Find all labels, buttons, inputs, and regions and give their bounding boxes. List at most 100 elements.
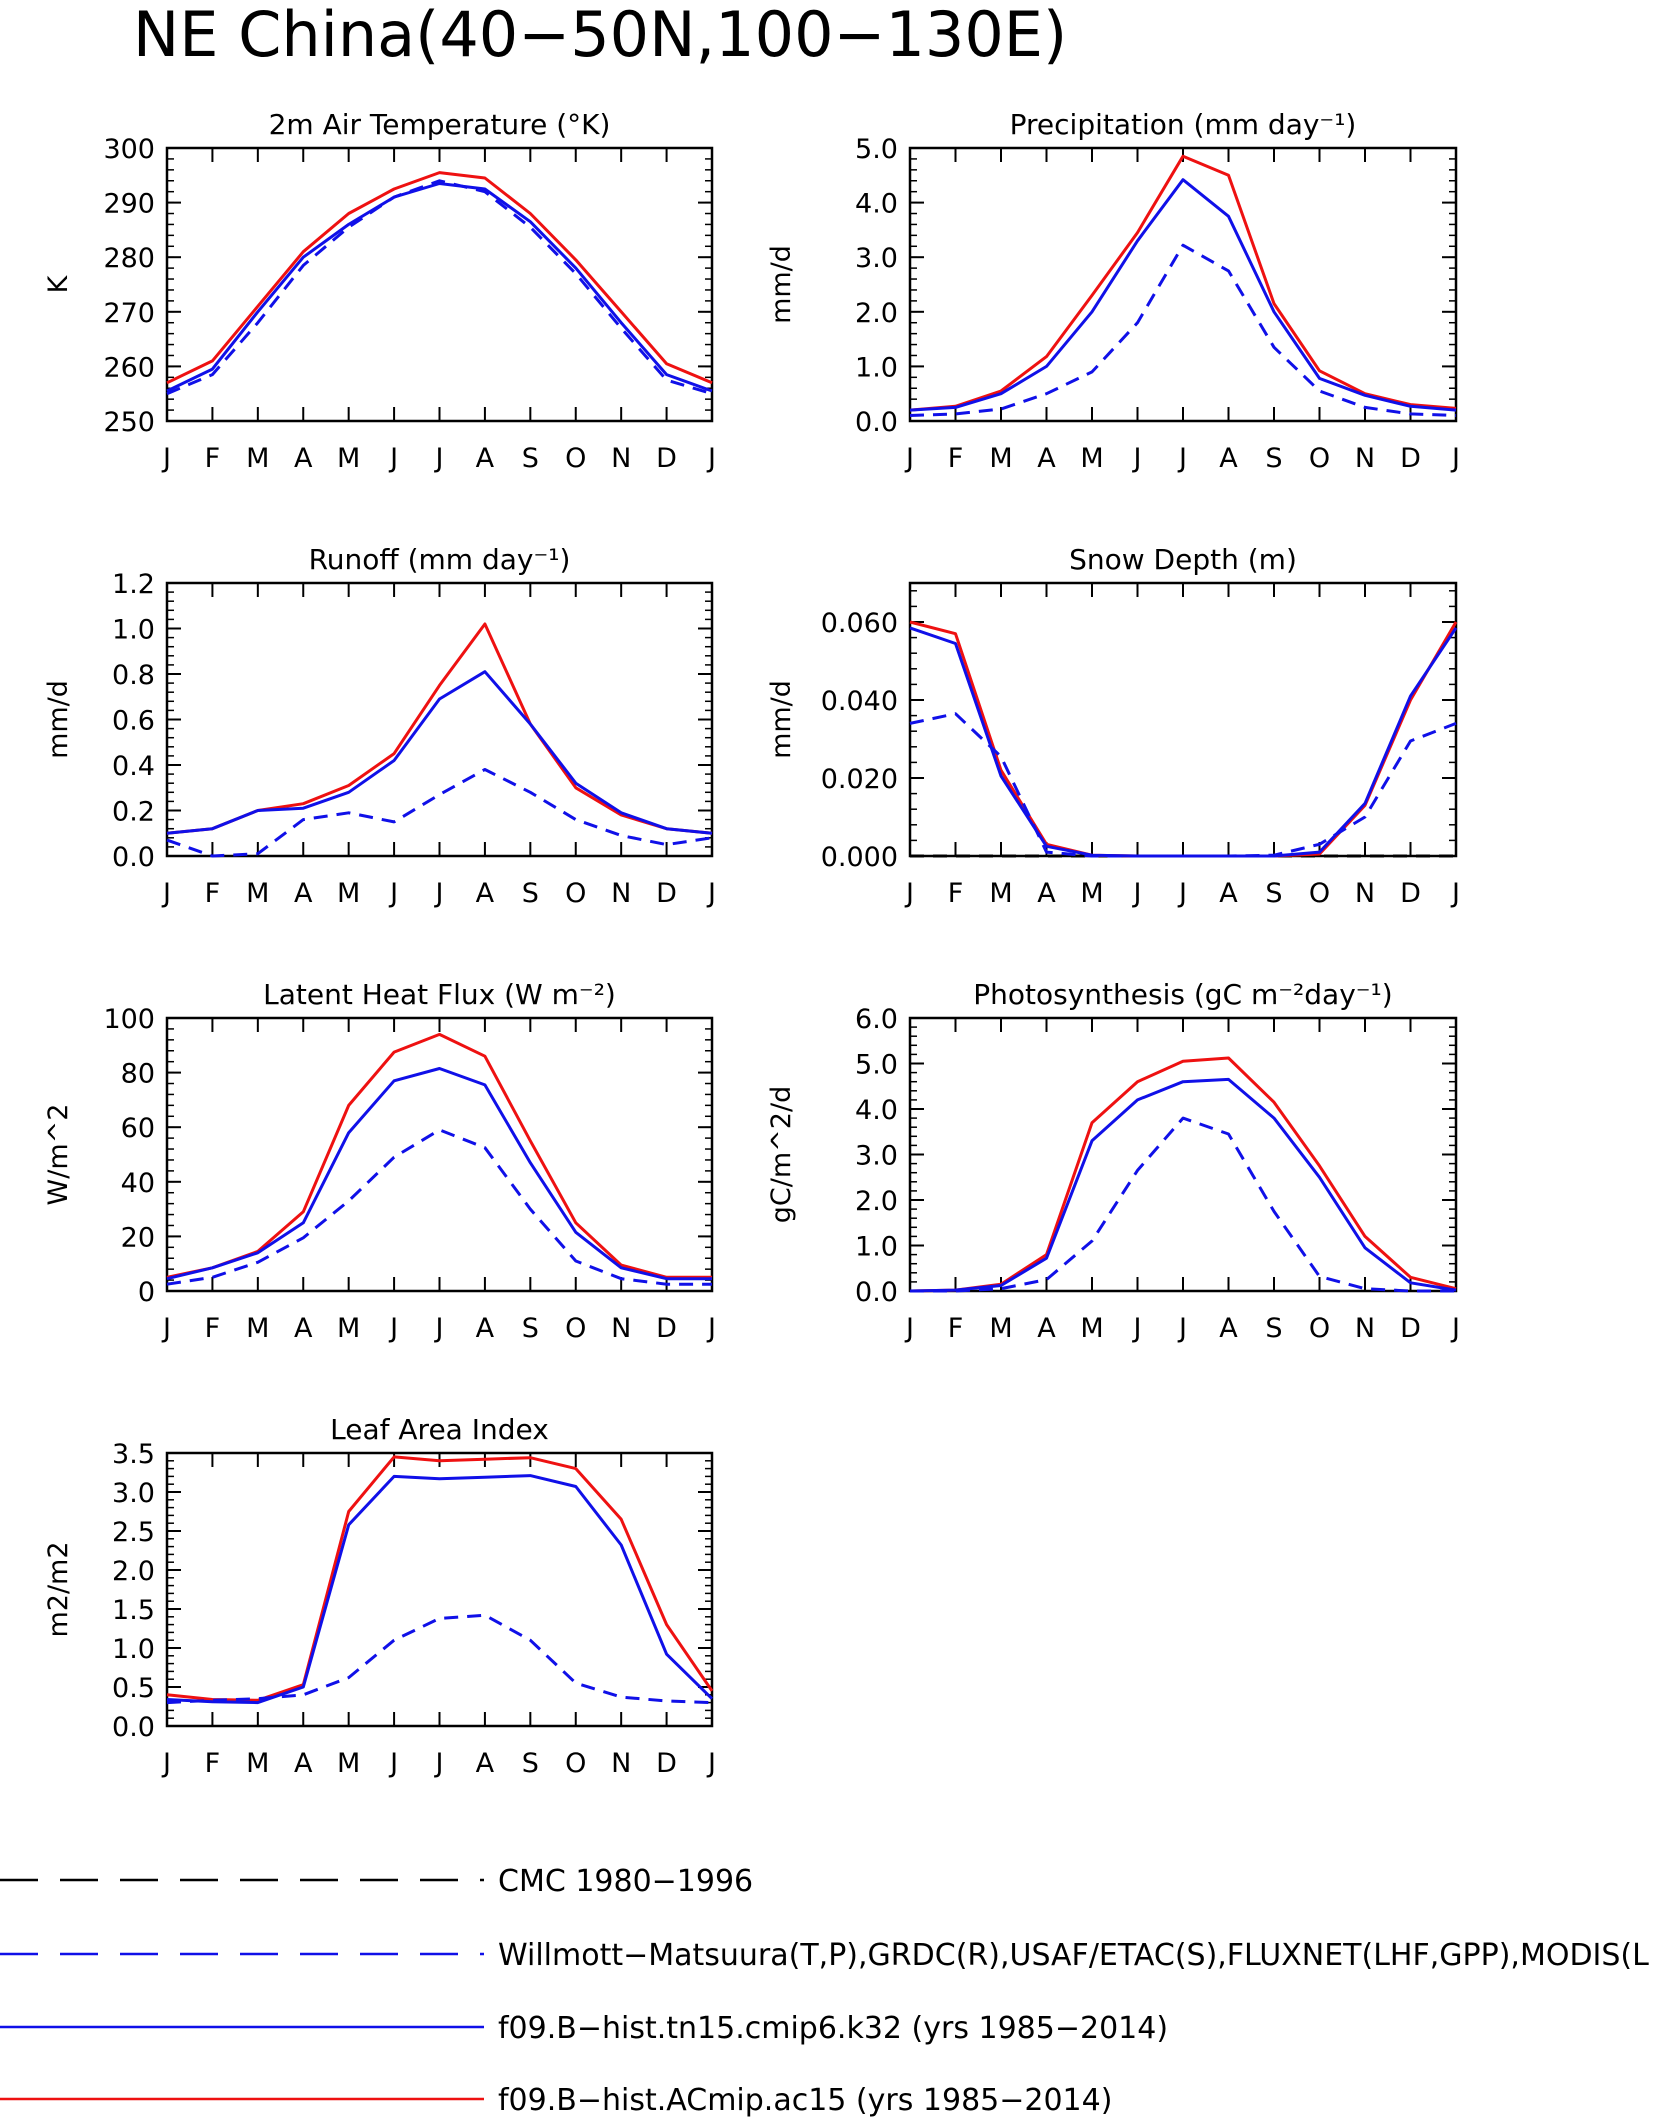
x-tick-label: J [706, 1748, 716, 1779]
legend-label: f09.B−hist.tn15.cmip6.k32 (yrs 1985−2014… [498, 2011, 1168, 2046]
y-tick-label: 0.020 [821, 764, 898, 795]
legend-label: CMC 1980−1996 [498, 1864, 753, 1899]
x-tick-label: A [1219, 878, 1238, 909]
x-tick-label: O [1309, 878, 1330, 909]
x-tick-label: J [904, 1313, 914, 1344]
x-tick-label: A [1037, 443, 1056, 474]
plot-frame [165, 146, 714, 423]
panel-3: J F M A M J J A S O N D J0.00.20.40.60.81.01.2Runoff… [43, 543, 716, 909]
x-tick-label: A [1219, 1313, 1238, 1344]
y-tick-label: 0.6 [112, 706, 155, 737]
series-line-blue-solid [166, 182, 713, 393]
plot-frame [908, 1016, 1458, 1293]
y-tick-label: 0.000 [821, 842, 898, 873]
x-tick-label: A [1219, 443, 1238, 474]
x-tick-label: J [1450, 878, 1460, 909]
x-tick-label: D [656, 443, 677, 474]
x-tick-label: J [1450, 443, 1460, 474]
y-tick-label: 2.0 [855, 298, 898, 329]
x-tick-label: J [1132, 443, 1142, 474]
x-tick-label: F [205, 1313, 221, 1344]
x-tick-label: D [1400, 1313, 1421, 1344]
x-tick-label: A [1037, 878, 1056, 909]
x-tick-label: J [1177, 1313, 1187, 1344]
x-tick-label: J [161, 1313, 171, 1344]
panel-2: J F M A M J J A S O N D J0.01.02.03.04.05.0Precipita… [766, 108, 1460, 474]
y-tick-label: 0.2 [112, 797, 155, 828]
x-tick-label: A [294, 1313, 313, 1344]
x-tick-label: A [476, 1313, 495, 1344]
y-tick-label: 0.0 [855, 407, 898, 438]
y-tick-label: 300 [103, 134, 155, 165]
y-tick-label: 4.0 [855, 189, 898, 220]
y-tick-label: 3.5 [112, 1439, 155, 1470]
x-tick-label: S [522, 1313, 539, 1344]
x-tick-label: N [611, 443, 631, 474]
y-tick-label: 1.5 [112, 1595, 155, 1626]
x-tick-label: A [476, 878, 495, 909]
y-tick-label: 2.5 [112, 1517, 155, 1548]
x-tick-label: S [1265, 443, 1282, 474]
x-tick-label: J [1450, 1313, 1460, 1344]
series-line-red-solid [166, 1032, 712, 1279]
panel-title: 2m Air Temperature (°K) [269, 108, 611, 141]
x-tick-label: J [1132, 878, 1142, 909]
x-tick-label: J [388, 443, 398, 474]
x-tick-label: A [294, 878, 313, 909]
x-tick-label: M [1080, 1313, 1103, 1344]
x-tick-label: M [1080, 878, 1103, 909]
x-tick-label: D [656, 878, 677, 909]
x-tick-label: D [1400, 878, 1421, 909]
x-tick-label: J [434, 443, 444, 474]
y-tick-label: 290 [103, 189, 155, 220]
x-tick-label: M [246, 1748, 269, 1779]
x-tick-label: J [388, 1748, 398, 1779]
x-tick-label: N [611, 1748, 631, 1779]
y-tick-label: 20 [121, 1222, 155, 1253]
legend-label: f09.B−hist.ACmip.ac15 (yrs 1985−2014) [498, 2083, 1112, 2118]
panel-title: Runoff (mm day⁻¹) [309, 543, 571, 576]
series-line-blue-dashed [166, 1128, 712, 1286]
plot-frame [908, 581, 1458, 858]
y-tick-label: 0.4 [112, 751, 155, 782]
y-tick-label: 40 [121, 1168, 155, 1199]
x-tick-label: S [1265, 1313, 1282, 1344]
series-line-blue-solid [166, 1067, 712, 1281]
y-tick-label: 1.0 [855, 1232, 898, 1263]
x-tick-label: S [522, 1748, 539, 1779]
x-tick-label: F [948, 1313, 964, 1344]
x-tick-label: J [904, 878, 914, 909]
x-tick-label: A [294, 443, 313, 474]
y-axis-label: K [43, 274, 74, 293]
x-tick-label: O [565, 878, 586, 909]
series-line-blue-dashed [909, 243, 1457, 417]
y-axis-label: gC/m^2/d [766, 1086, 797, 1223]
y-tick-label: 0.0 [112, 842, 155, 873]
x-tick-label: N [611, 878, 631, 909]
x-tick-label: A [294, 1748, 313, 1779]
y-tick-label: 0.0 [855, 1277, 898, 1308]
x-tick-label: N [611, 1313, 631, 1344]
x-tick-label: A [476, 443, 495, 474]
y-tick-label: 0.0 [112, 1712, 155, 1743]
y-axis-label: m2/m2 [43, 1541, 74, 1637]
x-tick-label: J [434, 1313, 444, 1344]
x-tick-label: F [205, 443, 221, 474]
x-tick-label: O [565, 443, 586, 474]
y-tick-label: 5.0 [855, 1050, 898, 1081]
x-tick-label: S [522, 443, 539, 474]
y-tick-label: 1.0 [855, 352, 898, 383]
x-tick-label: O [1309, 1313, 1330, 1344]
y-tick-label: 0.8 [112, 660, 155, 691]
series-line-blue-solid [909, 1077, 1457, 1293]
legend: CMC 1980−1996 Willmott−Matsuura(T,P),GRDC… [0, 1864, 1649, 2118]
y-tick-label: 80 [121, 1059, 155, 1090]
series-line-blue-solid [166, 670, 713, 835]
x-tick-label: N [1355, 1313, 1375, 1344]
x-tick-label: O [565, 1748, 586, 1779]
legend-label: Willmott−Matsuura(T,P),GRDC(R),USAF/ETAC… [498, 1938, 1649, 1973]
x-tick-label: J [388, 878, 398, 909]
x-tick-label: A [476, 1748, 495, 1779]
